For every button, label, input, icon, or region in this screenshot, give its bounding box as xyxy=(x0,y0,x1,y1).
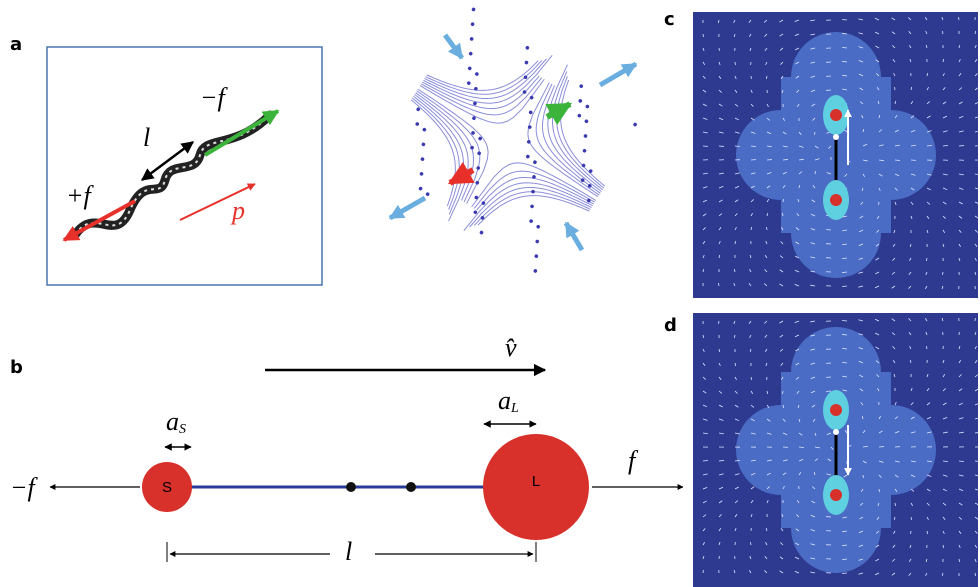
node xyxy=(346,482,356,492)
field-arrow xyxy=(735,146,740,147)
panel-label: c xyxy=(664,9,675,30)
field-arrow xyxy=(826,391,831,392)
field-arrow xyxy=(943,145,948,146)
figure: a l −f⃗ +f⃗ p⃗ b v̂ aS aL S L −f f l c d xyxy=(0,0,980,587)
field-arrow xyxy=(911,517,912,520)
field-arrow xyxy=(895,160,900,161)
small-radius-label: aS xyxy=(166,407,186,437)
field-arrow xyxy=(895,503,896,506)
field-arrow xyxy=(782,391,783,394)
field-arrow xyxy=(718,283,719,286)
field-arrow xyxy=(750,542,751,545)
symbol: a xyxy=(498,386,511,415)
length-label: l xyxy=(143,123,150,152)
sphere xyxy=(830,109,842,121)
sphere xyxy=(830,404,842,416)
panel-label: b xyxy=(10,357,23,378)
minus-force-label: −f⃗ xyxy=(200,83,245,112)
field-arrow xyxy=(842,286,847,287)
stream-area xyxy=(366,3,650,284)
field-arrow xyxy=(842,272,847,273)
panel-label: d xyxy=(664,315,677,336)
dipole-label: p⃗ xyxy=(230,196,265,225)
field-arrow xyxy=(842,33,847,34)
field-arrow xyxy=(926,346,927,349)
field-arrow xyxy=(927,531,928,534)
marker xyxy=(833,134,839,140)
velocity-label: v̂ xyxy=(505,333,517,362)
field-arrow xyxy=(719,460,724,461)
outflow-arrow xyxy=(390,198,425,218)
field-arrow xyxy=(799,185,800,188)
node xyxy=(406,482,416,492)
plus-force-label: f xyxy=(628,446,639,475)
flow-streamlines xyxy=(366,3,650,284)
field-arrow xyxy=(783,159,788,160)
plus-force-label: +f⃗ xyxy=(66,181,111,210)
large-radius-label: aL xyxy=(498,386,519,416)
flow-field xyxy=(693,12,980,298)
length-label: l xyxy=(345,537,352,566)
field-arrow xyxy=(842,573,847,574)
field-arrow xyxy=(842,320,847,321)
field-arrow xyxy=(842,334,847,335)
field-arrow xyxy=(959,461,964,462)
outflow-arrow xyxy=(600,64,636,85)
panel-label: a xyxy=(10,34,22,55)
minus-force-label: −f xyxy=(10,473,39,502)
marker xyxy=(833,429,839,435)
large-sphere-label: L xyxy=(532,473,540,490)
sphere xyxy=(830,194,842,206)
sphere xyxy=(830,489,842,501)
symbol: a xyxy=(166,407,179,436)
page: a l −f⃗ +f⃗ p⃗ b v̂ aS aL S L −f f l c d… xyxy=(0,0,980,587)
subscript: S xyxy=(179,422,186,437)
flow-field xyxy=(693,313,980,587)
subscript: L xyxy=(510,401,519,416)
small-sphere-label: S xyxy=(162,479,172,496)
